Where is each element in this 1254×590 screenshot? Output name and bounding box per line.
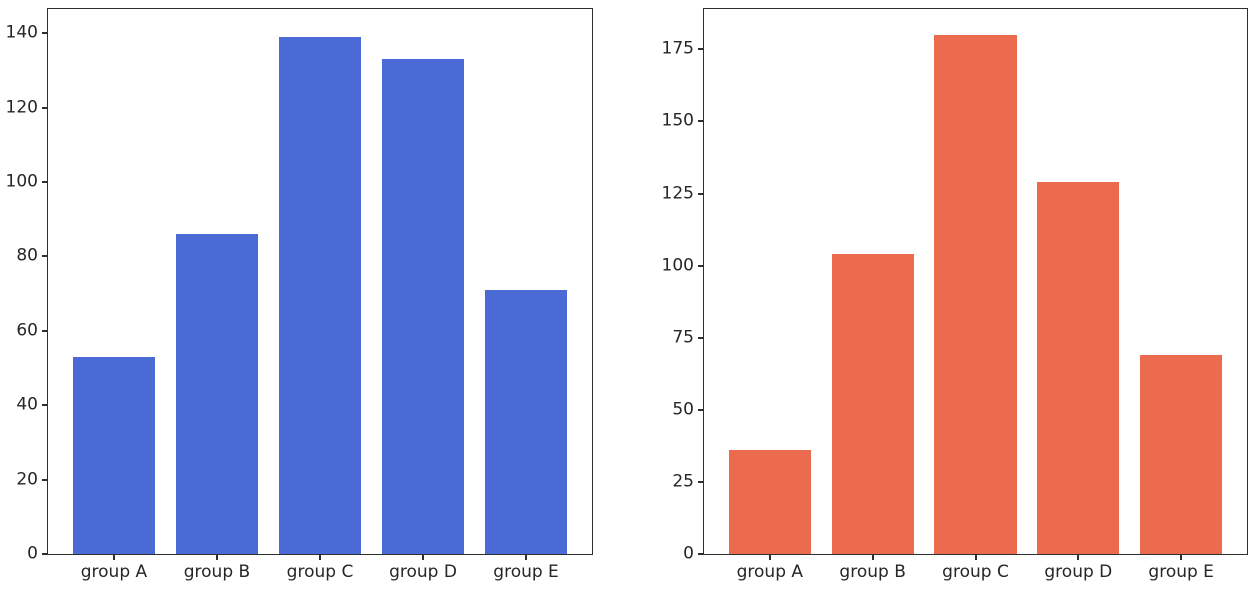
y-tick-label: 100 <box>661 255 694 276</box>
y-tick-mark <box>698 192 703 195</box>
x-tick-label-group-a: group A <box>80 562 148 582</box>
y-tick-label: 40 <box>16 394 38 415</box>
x-tick-label-group-c: group C <box>286 562 354 582</box>
x-tick-mark <box>1077 555 1080 560</box>
x-tick-mark <box>768 555 771 560</box>
y-tick-mark <box>698 264 703 267</box>
x-tick-label-group-d: group D <box>389 562 457 582</box>
x-tick-mark <box>319 555 321 560</box>
bar-group-a <box>72 356 156 554</box>
y-tick-mark <box>698 48 703 51</box>
x-tick-label-group-e: group E <box>1148 562 1214 582</box>
y-tick-label: 0 <box>27 543 38 564</box>
bar-group-e <box>1140 355 1223 554</box>
y-tick-mark <box>42 553 47 555</box>
bar-group-e <box>484 289 568 554</box>
x-tick-mark <box>974 555 977 560</box>
y-tick-mark <box>42 106 47 109</box>
y-tick-mark <box>42 404 47 407</box>
y-tick-mark <box>42 180 47 183</box>
y-tick-mark <box>698 408 703 411</box>
y-tick-label: 125 <box>661 183 694 204</box>
y-tick-label: 25 <box>672 471 694 492</box>
y-tick-label: 80 <box>16 245 38 266</box>
bar-group-d <box>1037 182 1120 554</box>
x-tick-label-group-e: group E <box>493 562 559 582</box>
x-tick-label-group-b: group B <box>183 562 251 582</box>
bar-group-b <box>175 234 259 554</box>
x-tick-label-group-c: group C <box>942 562 1009 582</box>
x-tick-mark <box>112 555 115 560</box>
bar-group-b <box>831 254 914 554</box>
y-tick-label: 20 <box>16 469 38 490</box>
y-tick-mark <box>42 32 47 35</box>
x-tick-label-group-d: group D <box>1044 562 1113 582</box>
bar-group-c <box>934 34 1017 554</box>
x-tick-mark <box>871 555 874 560</box>
x-tick-mark <box>422 555 425 560</box>
x-tick-label-group-b: group B <box>839 562 906 582</box>
bar-group-d <box>381 59 465 554</box>
y-tick-mark <box>42 329 47 332</box>
y-tick-label: 50 <box>672 399 694 420</box>
left-bar-chart-plot-area: 0 20 40 60 80 100 120 140 group A group B group C g… <box>6 8 593 581</box>
bar-group-c <box>278 36 362 554</box>
y-tick-label: 0 <box>683 543 694 564</box>
y-tick-label: 100 <box>5 171 38 192</box>
y-tick-mark <box>42 478 47 481</box>
x-tick-label-group-a: group A <box>736 562 804 582</box>
y-tick-label: 150 <box>661 110 694 131</box>
x-tick-mark <box>215 555 218 560</box>
y-tick-label: 140 <box>5 22 38 43</box>
y-tick-mark <box>698 120 703 123</box>
bar-group-a <box>728 450 811 554</box>
y-tick-label: 75 <box>672 327 694 348</box>
y-tick-label: 175 <box>661 38 694 59</box>
y-tick-label: 60 <box>16 320 38 341</box>
y-tick-mark <box>42 255 47 258</box>
x-tick-mark <box>525 555 528 560</box>
x-tick-mark <box>1180 555 1183 560</box>
y-tick-mark <box>698 480 703 483</box>
y-tick-label: 120 <box>5 97 38 118</box>
y-tick-mark <box>698 336 703 339</box>
right-bar-chart-plot-area: 0 25 50 75 100 125 150 175 group A group B group C… <box>662 8 1248 581</box>
y-tick-mark <box>698 553 703 555</box>
